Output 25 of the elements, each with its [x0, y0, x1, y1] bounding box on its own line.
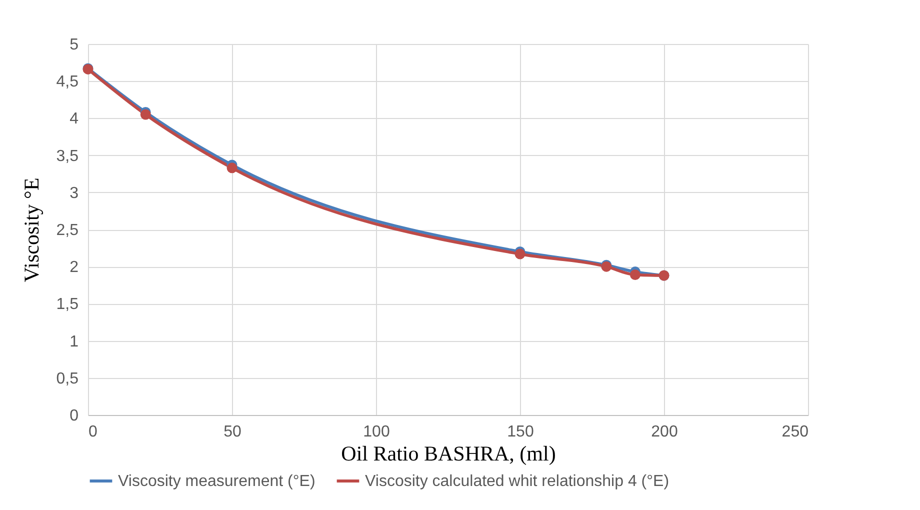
y-tick-label: 2,5	[56, 222, 79, 239]
point	[140, 109, 151, 120]
y-tick-label: 1	[70, 333, 79, 350]
y-tick-label: 1,5	[56, 296, 79, 314]
x-tick-label: 100	[363, 424, 390, 440]
x-tick-label: 50	[224, 424, 242, 440]
legend-label: Viscosity calculated whit relationship 4 (°E)	[365, 473, 670, 490]
point	[514, 248, 526, 260]
y-tick-label: 4	[70, 110, 79, 128]
y-tick-label: 4,5	[56, 74, 79, 91]
y-tick-label: 3,5	[56, 148, 79, 165]
y-tick-label: 3	[70, 184, 79, 202]
y-tick-label: 2	[70, 259, 79, 276]
point	[226, 162, 238, 174]
y-tick-label: 0,5	[56, 370, 79, 388]
y-tick-label: 5	[70, 36, 79, 54]
y-axis-title: Viscosity °E	[19, 178, 44, 282]
legend-label: Viscosity measurement (°E)	[118, 473, 316, 490]
x-tick-label: 150	[507, 424, 534, 440]
x-axis-title: Oil Ratio BASHRA, (ml)	[341, 442, 556, 466]
x-tick-label: 200	[651, 424, 678, 440]
point	[630, 270, 640, 280]
x-tick-label: 0	[88, 424, 98, 440]
x-tick-label: 250	[782, 424, 809, 440]
y-tick-label: 0	[70, 408, 79, 424]
